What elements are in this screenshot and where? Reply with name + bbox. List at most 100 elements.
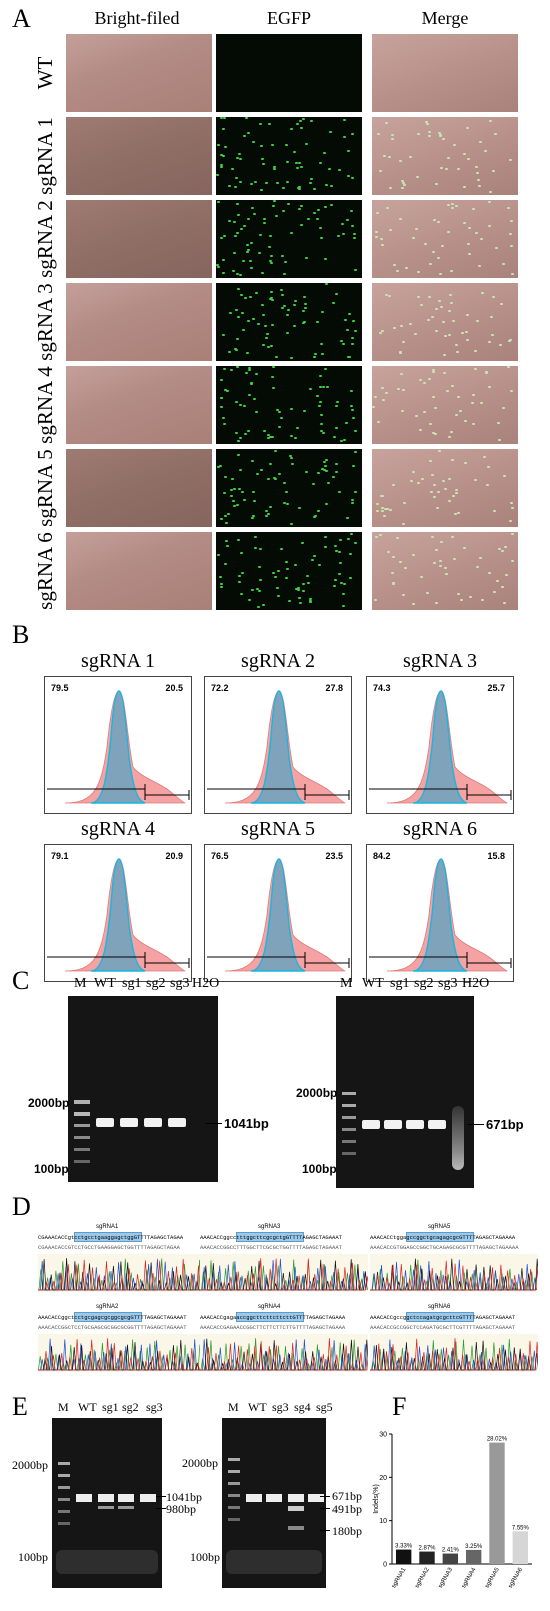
sequence-line: AAACACCtggagccggctgcagagcgcGTTTTAGAGCTAG…: [370, 1234, 516, 1241]
trace-channel: [38, 1258, 206, 1291]
bright-micrograph: [66, 117, 212, 195]
lane-label: H2O: [192, 976, 220, 991]
y-tick-label: 30: [379, 1432, 387, 1439]
sequencing-trace: sgRNA1 CGAAACACCgtcctgcctgaaggagctggGTTTT…: [38, 1224, 206, 1292]
category-label: sgRNA3: [438, 1566, 455, 1589]
trace-channel: [200, 1258, 368, 1291]
sequencing-trace: sgRNA2 AAACACCggctcctgcgagcgcggcgcgGTTTTA…: [38, 1304, 206, 1372]
bright-micrograph: [66, 34, 212, 112]
marker-label: 2000bp: [12, 1458, 48, 1472]
sgrna-name: sgRNA4: [258, 1304, 281, 1310]
left-gate-percent: 79.1: [51, 851, 69, 861]
lane-label: sg3: [146, 1400, 163, 1414]
category-label: sgRNA1: [391, 1566, 408, 1589]
trace-channel: [370, 1338, 538, 1371]
trace-channel: [38, 1338, 206, 1371]
lane-label: WT: [78, 1400, 97, 1414]
bar: [512, 1531, 529, 1564]
merge-micrograph: [372, 449, 518, 527]
histogram-title: sgRNA 2: [241, 650, 315, 672]
chromatogram: [200, 1254, 368, 1292]
y-tick-label: 20: [379, 1475, 387, 1482]
bar: [395, 1549, 412, 1564]
flow-histogram: 76.5 23.5: [204, 844, 352, 982]
histogram-title: sgRNA 1: [81, 650, 155, 672]
sgrna-name: sgRNA5: [428, 1224, 451, 1230]
right-gate-percent: 20.5: [165, 683, 183, 693]
sequence-line: AAACACCggcctttggcttcgcgctgGTTTTAGAGCTAGA…: [200, 1234, 342, 1241]
bright-micrograph: [66, 283, 212, 361]
lane-label: sg2: [122, 1400, 139, 1414]
col-header-egfp: EGFP: [266, 8, 311, 28]
band-pointer: [320, 1496, 330, 1497]
marker-label: 2000bp: [28, 1096, 70, 1110]
sgrna-highlight: [74, 1312, 142, 1322]
left-gate-percent: 72.2: [211, 683, 229, 693]
merge-micrograph: [372, 366, 518, 444]
marker-label: 2000bp: [296, 1086, 338, 1100]
gel-e2-lanes: M WT sg3 sg4 sg5: [228, 1400, 348, 1416]
bar: [465, 1549, 482, 1564]
band-pointer: [206, 1123, 222, 1124]
lane-label: sg4: [294, 1400, 311, 1414]
lane-label: sg2: [414, 976, 434, 991]
marker-label: 100bp: [190, 1550, 220, 1564]
col-header-merge: Merge: [421, 8, 469, 28]
control-histogram-curve: [90, 858, 146, 972]
sequence-line: AAACACCggctcctgcgagcgcggcgcgGTTTTAGAGCTA…: [38, 1314, 187, 1321]
left-gate-percent: 79.5: [51, 683, 69, 693]
marker-label: 100bp: [18, 1550, 48, 1564]
lane-label: sg5: [316, 1400, 333, 1414]
band-label: 1041bp: [224, 1116, 269, 1131]
lane-label: M: [58, 1400, 69, 1414]
histogram-plot: [47, 690, 190, 804]
egfp-micrograph: [216, 366, 362, 444]
band-label: 491bp: [332, 1502, 362, 1516]
gel-c2: [336, 996, 474, 1188]
band-pointer: [156, 1496, 166, 1497]
band-label: 671bp: [486, 1117, 524, 1132]
row-label: sgRNA 5: [33, 449, 57, 527]
bar-value-label: 2.87%: [418, 1546, 436, 1552]
row-label: sgRNA 4: [33, 366, 57, 444]
left-gate-percent: 74.3: [373, 683, 391, 693]
band-pointer: [156, 1508, 166, 1509]
row-label: sgRNA 3: [33, 283, 57, 361]
panel-a-label: A: [12, 4, 31, 33]
band-label: 1041bp: [166, 1490, 202, 1504]
lane-label: M: [228, 1400, 239, 1414]
band-pointer: [468, 1124, 484, 1125]
y-tick-label: 10: [379, 1518, 387, 1525]
bright-micrograph: [66, 532, 212, 610]
control-histogram-curve: [90, 690, 146, 804]
category-label: sgRNA5: [484, 1566, 501, 1589]
col-header-bright: Bright-filed: [94, 8, 180, 28]
lane-label: WT: [362, 976, 384, 991]
sgrna-name: sgRNA1: [96, 1224, 119, 1230]
egfp-micrograph: [216, 532, 362, 610]
flow-histogram: 79.1 20.9: [44, 844, 192, 982]
indel-bar-chart: 0 10 20 30 Indels(%) 3.33% sgRNA1 2.87% sgRNA2 2.…: [373, 1432, 532, 1589]
gel-c1-lanes: M WT sg1 sg2 sg3 H2O: [70, 976, 220, 994]
reference-line: AAACACCGGCCTTTGGCTTCGCGCTGGTTTTAGAGCTAGA…: [200, 1244, 342, 1251]
flow-histogram: 74.3 25.7: [366, 676, 514, 814]
gel-e1: [52, 1418, 162, 1588]
lane-label: sg3: [272, 1400, 289, 1414]
panel-c-label: C: [12, 966, 30, 995]
merge-micrograph: [372, 34, 518, 112]
histogram-title: sgRNA 6: [403, 818, 477, 840]
category-label: sgRNA6: [508, 1566, 525, 1589]
sequence-line: CGAAACACCgtcctgcctgaaggagctggGTTTTAGAGCT…: [38, 1234, 184, 1241]
bar-value-label: 3.25%: [465, 1544, 483, 1550]
band-pointer: [320, 1508, 330, 1509]
reference-line: AAACACCGTGGAGCCGGCTGCAGAGCGCGTTTTAGAGCTA…: [370, 1244, 519, 1251]
right-gate-percent: 15.8: [487, 851, 505, 861]
chromatogram: [200, 1334, 368, 1372]
sgrna-name: sgRNA6: [428, 1304, 451, 1310]
sgrna-highlight: [236, 1232, 304, 1242]
gel-c1: [68, 996, 218, 1182]
histogram-plot: [369, 690, 512, 804]
lane-label: M: [340, 976, 353, 991]
y-axis-label: Indels(%): [373, 1484, 380, 1514]
control-histogram-curve: [412, 858, 468, 972]
